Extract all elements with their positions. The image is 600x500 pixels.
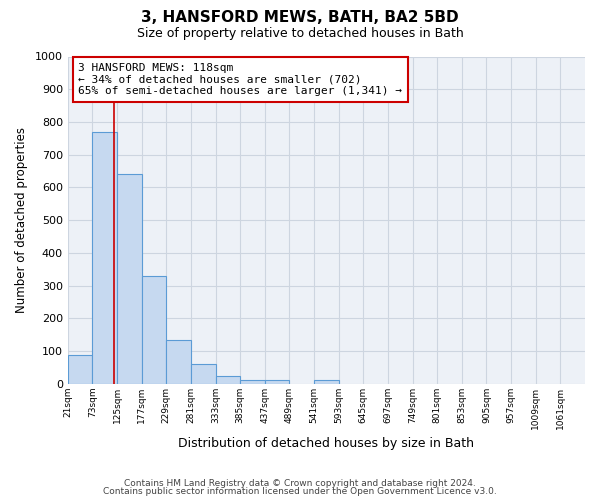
Text: Contains HM Land Registry data © Crown copyright and database right 2024.: Contains HM Land Registry data © Crown c… [124, 478, 476, 488]
Bar [117, 174, 142, 384]
Text: Contains public sector information licensed under the Open Government Licence v3: Contains public sector information licen… [103, 487, 497, 496]
Bar [265, 380, 289, 384]
Text: 3 HANSFORD MEWS: 118sqm
← 34% of detached houses are smaller (702)
65% of semi-d: 3 HANSFORD MEWS: 118sqm ← 34% of detache… [78, 63, 402, 96]
Bar [68, 355, 92, 384]
Text: Size of property relative to detached houses in Bath: Size of property relative to detached ho… [137, 28, 463, 40]
Bar [314, 380, 339, 384]
Bar [191, 364, 215, 384]
Bar [215, 376, 240, 384]
Bar [166, 340, 191, 384]
Bar [142, 276, 166, 384]
Bar [92, 132, 117, 384]
X-axis label: Distribution of detached houses by size in Bath: Distribution of detached houses by size … [178, 437, 475, 450]
Text: 3, HANSFORD MEWS, BATH, BA2 5BD: 3, HANSFORD MEWS, BATH, BA2 5BD [141, 10, 459, 25]
Bar [240, 380, 265, 384]
Y-axis label: Number of detached properties: Number of detached properties [15, 127, 28, 313]
